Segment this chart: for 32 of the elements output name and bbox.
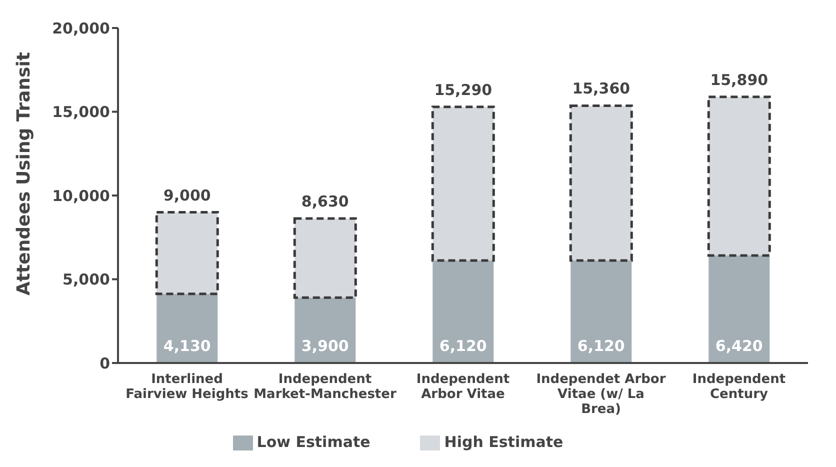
bar — [708, 255, 770, 363]
y-tick-label: 10,000 — [52, 186, 110, 205]
x-tick-label: Independet Arbor Vitae (w/ La Brea) — [536, 372, 666, 417]
x-tick-label: Independent Century — [692, 372, 786, 402]
bar — [707, 96, 771, 257]
total-label: 8,630 — [301, 192, 349, 210]
y-tick-label: 15,000 — [52, 103, 110, 122]
total-label: 15,360 — [572, 80, 630, 98]
bar — [293, 217, 357, 299]
legend-label: High Estimate — [444, 433, 564, 452]
data-label: 3,900 — [301, 337, 349, 355]
y-tick-label: 0 — [100, 354, 110, 372]
bar — [431, 106, 495, 262]
bar — [432, 260, 494, 363]
bar — [570, 260, 632, 363]
total-label: 9,000 — [163, 186, 211, 204]
x-tick-label: Interlined Fairview Heights — [126, 372, 249, 402]
data-label: 6,120 — [439, 337, 487, 355]
legend-label: Low Estimate — [256, 433, 370, 452]
data-label: 6,420 — [715, 337, 763, 355]
total-label: 15,890 — [710, 70, 768, 89]
bar — [155, 211, 219, 296]
data-label: 4,130 — [163, 337, 211, 355]
bar — [569, 104, 633, 262]
y-axis-title: Attendees Using Transit — [13, 52, 34, 296]
x-tick-label: Independent Market-Manchester — [254, 372, 397, 402]
x-tick-label: Independent Arbor Vitae — [416, 372, 510, 402]
data-label: 6,120 — [577, 337, 625, 355]
y-tick-label: 20,000 — [52, 19, 110, 38]
total-label: 15,290 — [434, 80, 492, 99]
bar — [156, 294, 218, 363]
y-tick-label: 5,000 — [62, 270, 110, 289]
